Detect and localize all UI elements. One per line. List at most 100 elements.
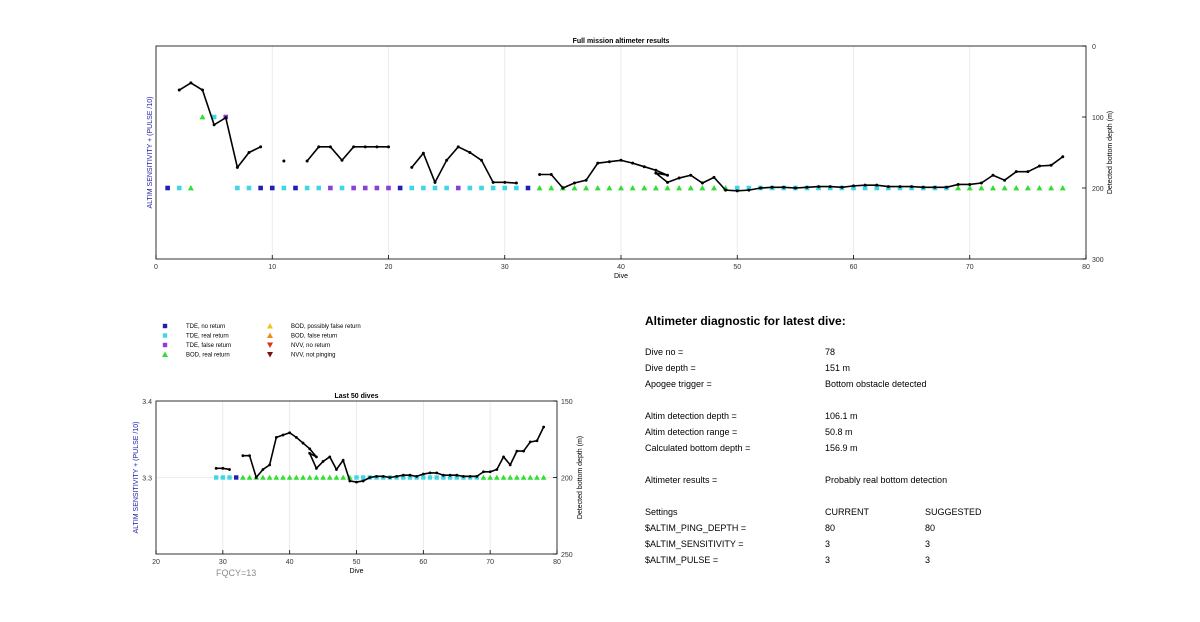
chart1-depth-point [224,116,228,120]
chart2-depth-point [475,474,479,478]
settings-current: 80 [825,523,836,533]
chart1-depth-point [770,185,774,189]
diagnostic-value: 156.9 m [825,443,858,453]
chart1-depth-point [328,145,332,149]
chart1-marker [594,185,601,191]
chart1-marker [246,185,252,191]
chart2-depth-point [221,466,225,470]
chart2-depth-point [401,473,405,477]
chart1-depth-point [828,185,832,189]
diagnostic-title: Altimeter diagnostic for latest dive: [645,314,846,328]
chart2-marker [447,475,453,480]
settings-label: $ALTIM_PULSE = [645,555,719,565]
chart2-y-right-tick-label: 150 [561,399,573,406]
chart2-marker [421,475,426,480]
chart1-x-tick-label: 80 [1082,264,1090,271]
chart1-depth-point [910,185,914,189]
chart2-depth-point [254,476,258,479]
diagnostic-value: 50.8 m [825,427,853,437]
chart2-marker [306,474,313,480]
chart2-depth-point [308,452,312,455]
chart1-depth-point [282,159,286,163]
chart2-depth-point [341,458,345,462]
legend-marker [267,332,273,338]
chart1-marker [467,185,473,191]
chart1-depth-point [607,160,611,164]
chart1-marker [734,185,740,191]
diagnostic-label: Altim detection range = [645,427,738,437]
legend-label: NVV, no return [291,343,330,349]
settings-header: SUGGESTED [925,507,982,517]
chart1-title: Full mission altimeter results [573,38,670,45]
chart1-marker [362,185,368,191]
chart2-y-right-tick-label: 250 [561,552,573,559]
chart1-marker [746,185,752,191]
chart1-depth-point [1061,155,1065,159]
chart1-depth-line [306,146,389,162]
chart2-depth-point [488,470,492,474]
chart1-depth-point [817,185,821,189]
chart1-y-tick-label: 300 [1092,257,1104,264]
chart1-depth-point [259,145,263,149]
chart1-depth-point [666,180,669,184]
chart2-depth-point [435,471,439,475]
diagnostic-label: Altim detection depth = [645,411,737,421]
chart1-depth-point [735,189,739,193]
chart1-depth-point [747,188,751,192]
chart1-marker [629,185,636,191]
chart1-x-tick-label: 10 [268,264,276,271]
diagnostic-label: Dive no = [645,347,684,357]
chart1-marker [652,185,659,191]
chart1-marker [687,185,694,191]
chart1-marker [525,185,531,191]
chart2-depth-point [522,449,525,453]
legend-marker [162,342,168,348]
chart2-depth-point [361,479,365,483]
chart1-depth-point [840,185,844,189]
chart2-x-tick-label: 80 [553,559,561,566]
chart1-depth-line [178,81,261,170]
chart1-y-tick-label: 0 [1092,44,1096,51]
chart1-depth-point [654,168,658,172]
chart2-depth-point [214,466,218,470]
chart1-depth-point [317,145,321,149]
chart2-marker [340,474,346,480]
chart1-depth-point [793,186,797,190]
chart2-marker [487,474,494,480]
chart1-depth-point [991,173,995,177]
legend-marker [162,323,168,329]
settings-current: 3 [825,539,831,549]
chart2-depth-point [328,455,332,459]
chart2-depth-point [228,468,231,471]
legend-label: NVV, not pinging [291,353,335,359]
chart2-depth-point [535,439,539,443]
chart2-marker [227,475,232,480]
chart1-marker [862,185,868,191]
chart2-depth-point [248,454,251,458]
chart1-marker [479,185,484,191]
chart1-depth-point [491,180,495,184]
chart1-marker [176,185,182,191]
chart2-marker [240,474,246,480]
chart1-depth-point [631,161,635,165]
chart2-depth-point [241,454,245,458]
chart1-depth-point [189,81,193,85]
chart1-marker [874,185,880,191]
diagnostic-value: Probably real bottom detection [825,475,948,485]
chart2-marker [507,474,514,480]
chart1-x-tick-label: 40 [617,264,625,271]
legend-label: BOD, possibly false return [291,324,361,330]
chart1-depth-point [445,158,449,162]
chart2-marker [326,474,333,480]
chart2-x-tick-label: 60 [419,559,427,566]
chart2-depth-point [315,466,318,470]
chart2-depth-point [515,449,519,453]
chart1-marker [851,185,856,191]
chart1-marker [536,185,543,191]
chart1-depth-point [782,185,786,189]
chart2-depth-point [301,441,305,445]
chart1-marker [502,185,508,191]
settings-suggested: 80 [925,523,936,533]
chart2-depth-point [502,455,505,459]
chart1-marker [699,185,706,191]
